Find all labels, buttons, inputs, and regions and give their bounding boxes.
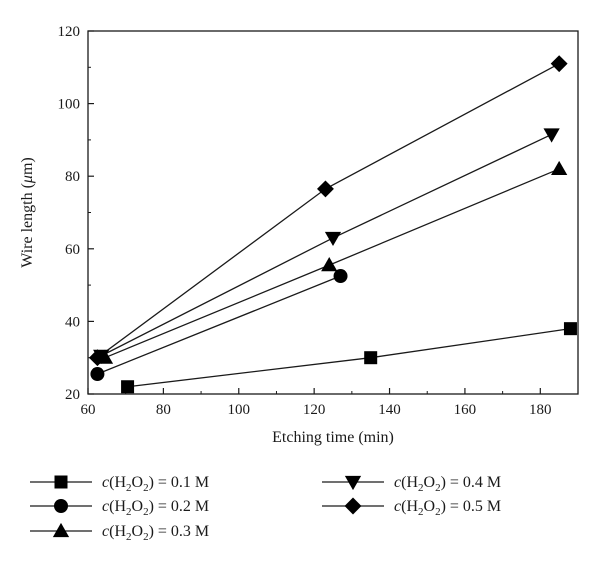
data-point (550, 55, 568, 73)
legend-label-part: O (424, 498, 436, 515)
legend-label-part: 2 (143, 482, 149, 494)
legend-marker (344, 497, 362, 515)
x-axis: 60 80 100 120 140 160 180 (81, 388, 552, 418)
legend-label-part: O (132, 474, 144, 491)
legend-item: c(H2O2) = 0.5 M (322, 497, 501, 518)
data-point (543, 128, 560, 143)
data-point (333, 269, 348, 284)
legend-label-part: c (102, 474, 109, 491)
legend-label-part: 2 (435, 482, 441, 494)
legend-label-part: O (132, 523, 144, 540)
data-point (321, 257, 338, 272)
legend-label-part: 2 (126, 482, 132, 494)
series-line (97, 63, 560, 359)
y-tick-label: 40 (65, 314, 80, 330)
legend-label-part: (H (401, 498, 418, 515)
legend-label-part: (H (109, 498, 126, 515)
y-axis-label-unit: μ (19, 175, 36, 184)
legend-marker (54, 499, 68, 513)
legend-label: c(H2O2) = 0.5 M (394, 498, 501, 518)
y-axis: 20 40 60 80 100 120 (58, 24, 94, 403)
legend: c(H2O2) = 0.1 Mc(H2O2) = 0.2 Mc(H2O2) = … (30, 474, 501, 543)
x-tick-label: 180 (529, 402, 552, 418)
legend-label: c(H2O2) = 0.4 M (394, 474, 501, 494)
y-tick-label: 80 (65, 169, 80, 185)
legend-label-part: c (102, 498, 109, 515)
legend-label-part: 2 (143, 506, 149, 518)
y-axis-label: Wire length (μm) (19, 157, 36, 267)
x-tick-label: 120 (303, 402, 326, 418)
legend-label-part: ) = 0.1 M (149, 474, 210, 491)
data-point (90, 367, 105, 382)
legend-marker (52, 522, 70, 538)
legend-label-part: ) = 0.5 M (441, 498, 502, 515)
plot-area: 60 80 100 120 140 160 180 20 40 60 80 100 120 (58, 24, 579, 418)
legend-label-part: c (102, 523, 109, 540)
legend-label-part: (H (401, 474, 418, 491)
legend-label-part: ) = 0.4 M (441, 474, 502, 491)
y-tick-label: 20 (65, 387, 80, 403)
x-axis-label: Etching time (min) (272, 429, 394, 446)
x-tick-label: 60 (81, 402, 96, 418)
x-tick-label: 160 (454, 402, 477, 418)
series-line (127, 328, 571, 388)
legend-label-part: 2 (418, 482, 424, 494)
legend-label-part: c (394, 474, 401, 491)
legend-label-part: 2 (126, 531, 132, 543)
y-axis-label-unit-rest: m (19, 162, 36, 175)
series-markers (88, 55, 577, 394)
legend-label-part: O (132, 498, 144, 515)
legend-label: c(H2O2) = 0.2 M (102, 498, 209, 518)
legend-item: c(H2O2) = 0.4 M (322, 474, 501, 494)
data-point (551, 160, 568, 176)
data-point (121, 380, 135, 394)
y-tick-label: 100 (58, 97, 81, 113)
y-axis-label-suffix: ) (19, 157, 36, 162)
data-point (364, 351, 378, 365)
x-tick-label: 80 (156, 402, 171, 418)
x-tick-label: 140 (378, 402, 401, 418)
y-tick-label: 120 (58, 24, 81, 40)
legend-label-part: (H (109, 474, 126, 491)
x-tick-label: 100 (228, 402, 251, 418)
series-line (100, 133, 552, 357)
data-point (88, 349, 106, 367)
legend-item: c(H2O2) = 0.3 M (30, 522, 209, 543)
data-point (563, 322, 577, 336)
legend-marker (344, 475, 362, 491)
legend-label-part: ) = 0.3 M (149, 523, 210, 540)
legend-label-part: ) = 0.2 M (149, 498, 210, 515)
legend-item: c(H2O2) = 0.1 M (30, 474, 209, 494)
y-tick-label: 60 (65, 242, 80, 258)
series-lines (97, 63, 571, 388)
series-line (97, 275, 341, 375)
legend-marker (54, 475, 68, 489)
legend-label-part: 2 (126, 506, 132, 518)
legend-label-part: 2 (143, 531, 149, 543)
data-point (317, 180, 334, 198)
legend-label-part: O (424, 474, 436, 491)
legend-item: c(H2O2) = 0.2 M (30, 498, 209, 518)
plot-frame (87, 30, 579, 395)
legend-label-part: 2 (418, 506, 424, 518)
legend-label-part: 2 (435, 506, 441, 518)
y-axis-label-prefix: Wire length ( (19, 183, 36, 268)
legend-label-part: (H (109, 523, 126, 540)
data-point (324, 231, 342, 247)
legend-label: c(H2O2) = 0.1 M (102, 474, 209, 494)
legend-label-part: c (394, 498, 401, 515)
legend-label: c(H2O2) = 0.3 M (102, 523, 209, 543)
